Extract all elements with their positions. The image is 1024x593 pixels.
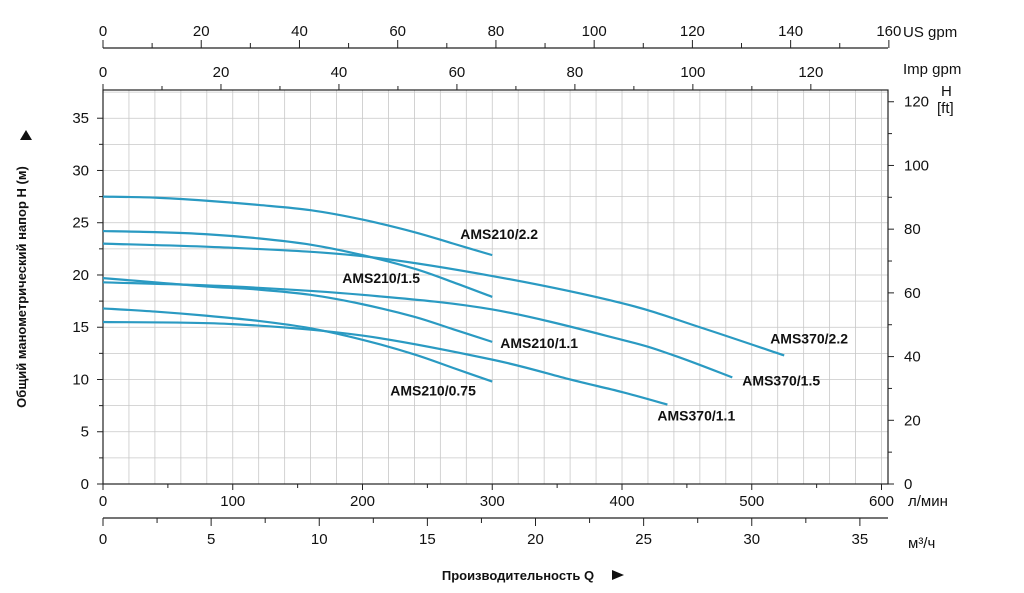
m3h-unit: м³/ч [908,535,935,552]
lpm-unit: л/мин [908,493,948,510]
x-axis-title: Производительность Q [442,568,594,583]
series-label-ams210-1-5: AMS210/1.5 [342,270,420,286]
m3h-tick-label: 10 [311,531,328,548]
series-line-ams210-2-2 [102,195,493,257]
m3h-tick-label: 20 [527,531,544,548]
lpm-tick-label: 200 [350,493,375,510]
m-tick-label: 30 [72,162,89,179]
series-label-ams210-1-1: AMS210/1.1 [500,335,578,351]
series-line-ams370-1-5 [102,281,733,379]
ft-unit-ft: [ft] [937,100,954,117]
ft-tick-label: 20 [904,412,921,429]
usgpm-tick-label: 20 [193,23,210,40]
series-label-ams210-2-2: AMS210/2.2 [460,226,538,242]
series-labels: AMS210/2.2 AMS210/1.5 AMS210/1.1 AMS210/0.7… [342,226,848,423]
ft-tick-label: 100 [904,157,929,174]
m3h-tick-label: 30 [743,531,760,548]
ft-tick-label: 40 [904,349,921,366]
series-line-ams210-1-5 [102,229,493,298]
series-label-ams370-1-5: AMS370/1.5 [742,372,820,388]
m3h-tick-label: 5 [207,531,215,548]
series-layer [102,195,785,406]
ft-unit-h: H [941,83,952,100]
usgpm-tick-label: 100 [582,23,607,40]
usgpm-unit: US gpm [903,24,957,41]
x-axis-arrow-icon [612,570,624,580]
m3h-tick-label: 35 [852,531,869,548]
usgpm-tick-label: 40 [291,23,308,40]
usgpm-tick-label: 160 [876,23,901,40]
impgpm-tick-label: 40 [331,64,348,81]
m-tick-label: 10 [72,371,89,388]
impgpm-tick-label: 100 [680,64,705,81]
ft-tick-label: 120 [904,94,929,111]
series-line-ams370-1-1 [102,320,668,406]
m-tick-label: 35 [72,110,89,127]
y-axis-title: Общий манометрический напор H (м) [14,166,29,408]
series-label-ams370-2-2: AMS370/2.2 [770,330,848,346]
m3h-tick-label: 0 [99,531,107,548]
lpm-tick-label: 600 [869,493,894,510]
ft-tick-label: 80 [904,221,921,238]
grid [103,90,888,484]
y-axis-arrow-icon [20,130,32,140]
lpm-tick-label: 400 [609,493,634,510]
usgpm-tick-label: 60 [389,23,406,40]
impgpm-tick-label: 80 [567,64,584,81]
lpm-tick-label: 0 [99,493,107,510]
series-label-ams210-0-75: AMS210/0.75 [390,383,476,399]
impgpm-tick-label: 0 [99,64,107,81]
lpm-tick-label: 100 [220,493,245,510]
plot-frame [102,89,889,485]
m3h-tick-label: 25 [635,531,652,548]
m-tick-label: 5 [81,424,89,441]
m-tick-label: 0 [81,476,89,493]
m3h-tick-label: 15 [419,531,436,548]
usgpm-tick-label: 80 [488,23,505,40]
plot-border [102,89,889,485]
lpm-tick-label: 500 [739,493,764,510]
series-line-ams370-2-2 [102,242,785,357]
m-tick-label: 20 [72,267,89,284]
lpm-tick-label: 300 [480,493,505,510]
series-line-ams210-0-75 [102,307,493,383]
impgpm-unit: Imp gpm [903,61,961,78]
ft-tick-label: 0 [904,476,912,493]
m-tick-label: 15 [72,319,89,336]
m-tick-label: 25 [72,215,89,232]
series-line-ams210-1-1 [102,277,493,343]
ft-tick-label: 60 [904,285,921,302]
impgpm-tick-label: 20 [213,64,230,81]
impgpm-tick-label: 120 [798,64,823,81]
usgpm-tick-label: 120 [680,23,705,40]
usgpm-tick-label: 140 [778,23,803,40]
impgpm-tick-label: 60 [449,64,466,81]
series-label-ams370-1-1: AMS370/1.1 [657,408,735,424]
usgpm-tick-label: 0 [99,23,107,40]
